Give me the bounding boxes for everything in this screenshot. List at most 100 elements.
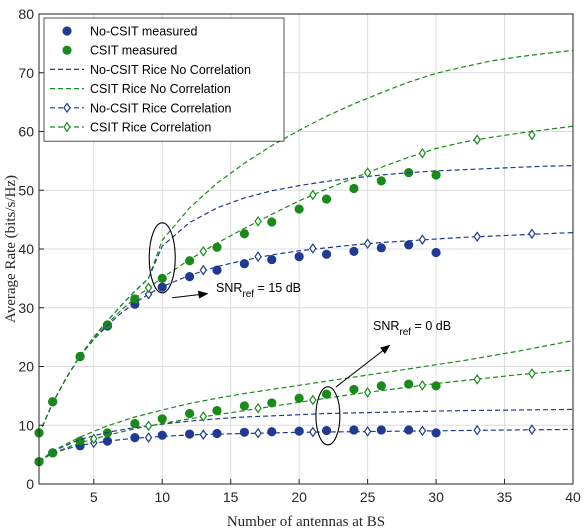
data-point — [363, 426, 372, 437]
tick-label-y: 80 — [18, 6, 34, 22]
data-point — [239, 229, 249, 239]
data-point — [294, 393, 304, 403]
tick-label-x: 40 — [565, 489, 581, 505]
series-layer — [34, 49, 574, 467]
data-point — [254, 427, 262, 439]
data-point — [309, 189, 317, 201]
series-line — [38, 340, 574, 463]
legend-entry: No-CSIT Rice Correlation — [50, 101, 232, 115]
data-point — [309, 394, 317, 406]
tick-label-x: 20 — [291, 489, 307, 505]
data-point — [404, 240, 414, 250]
data-point — [185, 272, 195, 282]
tick-labels: 5 10 15 20 25 30 35 40 0 10 20 30 40 50 60 70 80 — [18, 6, 581, 505]
data-point — [144, 420, 153, 432]
tick-label-x: 5 — [90, 489, 98, 505]
data-point — [157, 430, 167, 440]
tick-label-x: 25 — [360, 489, 376, 505]
tick-label-x: 30 — [428, 489, 444, 505]
annotation-layer: SNRref = 15 dB SNRref = 0 dB — [148, 222, 451, 446]
series — [38, 165, 574, 435]
legend-entry: CSIT Rice No Correlation — [50, 82, 231, 96]
data-point — [473, 231, 481, 243]
x-axis-label: Number of antennas at BS — [227, 514, 385, 530]
series-line — [38, 232, 574, 435]
legend-label: CSIT Rice Correlation — [90, 121, 211, 135]
data-point — [473, 374, 481, 385]
data-point — [199, 411, 208, 422]
data-point — [431, 428, 441, 438]
data-point — [363, 238, 372, 250]
data-point — [157, 414, 167, 424]
data-point — [90, 433, 98, 445]
annotation-arrow-0db — [335, 344, 391, 388]
series-line — [38, 408, 574, 463]
data-point — [212, 405, 222, 416]
data-point — [294, 252, 304, 262]
data-point — [63, 102, 71, 114]
data-point — [363, 167, 372, 178]
data-point — [239, 401, 249, 411]
series-line — [38, 165, 574, 435]
legend-box — [43, 17, 285, 142]
data-point — [144, 432, 153, 443]
data-point — [431, 247, 441, 258]
series-line — [38, 49, 574, 435]
data-point — [418, 234, 427, 245]
annotation-arrow-15db — [172, 290, 209, 299]
series-line — [38, 125, 574, 435]
series — [38, 408, 574, 463]
series — [38, 125, 574, 435]
data-point — [199, 246, 208, 257]
data-point — [418, 379, 427, 391]
tick-label-y: 10 — [18, 417, 34, 433]
data-point — [376, 243, 386, 253]
tick-label-y: 0 — [26, 476, 34, 492]
data-point — [528, 424, 536, 436]
legend-entry: CSIT measured — [62, 44, 177, 58]
data-point — [349, 183, 359, 194]
annotation-ellipse-0db — [315, 386, 341, 446]
series — [38, 424, 574, 463]
data-point — [267, 254, 277, 265]
data-point — [267, 398, 277, 408]
data-point — [349, 384, 359, 395]
tick-label-x: 35 — [497, 489, 513, 505]
series-line — [38, 369, 574, 463]
series — [38, 368, 574, 463]
data-point — [144, 288, 153, 300]
tick-label-y: 20 — [18, 359, 34, 375]
legend-label: No-CSIT Rice Correlation — [90, 101, 232, 115]
data-point — [199, 264, 208, 276]
data-point — [185, 429, 195, 439]
data-point — [267, 217, 277, 227]
tick-label-y: 30 — [18, 300, 34, 316]
data-point — [309, 426, 317, 438]
tick-label-y: 40 — [18, 241, 34, 257]
series — [38, 340, 574, 463]
data-point — [254, 251, 262, 262]
legend-entry: No-CSIT measured — [62, 25, 197, 39]
y-axis-label: Average Rate (bits/s/Hz) — [3, 175, 19, 323]
data-point — [62, 26, 72, 36]
data-point — [404, 425, 414, 435]
tick-label-y: 70 — [18, 65, 34, 81]
data-point — [185, 256, 195, 266]
data-point — [473, 134, 481, 146]
data-point — [376, 425, 386, 435]
data-point — [473, 424, 481, 436]
data-point — [349, 425, 359, 435]
data-point — [239, 259, 249, 269]
data-point — [130, 418, 140, 429]
data-point — [254, 402, 262, 414]
data-point — [349, 246, 359, 256]
data-point — [376, 381, 386, 391]
data-point — [431, 170, 441, 180]
legend-entry: CSIT Rice Correlation — [50, 121, 211, 135]
annotation-label-15db: SNRref = 15 dB — [216, 281, 301, 300]
data-point — [199, 429, 208, 440]
data-point — [185, 408, 195, 419]
data-point — [528, 368, 536, 379]
data-point — [254, 216, 262, 227]
